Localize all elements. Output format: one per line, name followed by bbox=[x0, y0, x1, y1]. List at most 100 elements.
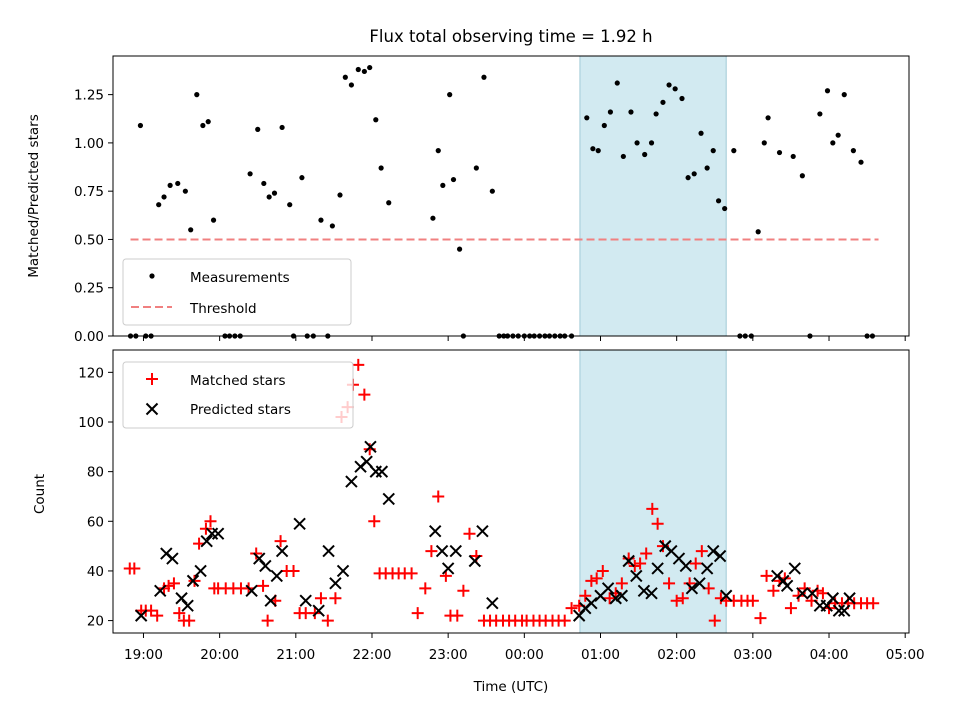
ratio-plot-marks bbox=[127, 64, 879, 339]
bottom-legend-box bbox=[122, 361, 354, 429]
predicted-point bbox=[832, 604, 846, 617]
matched-point bbox=[689, 557, 702, 570]
matched-point bbox=[603, 592, 616, 605]
matched-point bbox=[405, 567, 418, 580]
measurement-point bbox=[287, 202, 293, 208]
x-tick-label: 19:00 bbox=[124, 647, 163, 663]
measurement-point bbox=[261, 180, 267, 187]
predicted-point bbox=[630, 569, 643, 583]
measurement-point bbox=[755, 229, 761, 235]
measurement-point bbox=[450, 176, 457, 183]
measurement-point bbox=[489, 188, 495, 194]
highlight-span-top bbox=[579, 55, 727, 337]
predicted-point bbox=[719, 589, 733, 602]
measurement-point bbox=[653, 111, 659, 117]
predicted-point bbox=[435, 544, 449, 558]
measurement-point bbox=[271, 190, 278, 196]
measurement-point bbox=[161, 194, 167, 200]
matched-point bbox=[590, 572, 603, 585]
y-tick-label: 100 bbox=[78, 415, 104, 431]
predicted-point bbox=[382, 492, 395, 506]
measurement-point bbox=[601, 122, 607, 129]
measurement-point bbox=[386, 200, 392, 206]
predicted-point bbox=[166, 552, 179, 565]
measurement-point bbox=[210, 217, 217, 223]
y-tick-label: 0.50 bbox=[74, 232, 104, 248]
measurement-point bbox=[188, 227, 194, 233]
y-tick-label: 120 bbox=[78, 365, 104, 381]
predicted-point bbox=[651, 562, 664, 575]
measurement-point bbox=[614, 80, 620, 86]
predicted-point bbox=[585, 597, 598, 610]
measurement-point bbox=[620, 153, 626, 160]
measurement-point bbox=[318, 217, 324, 223]
predicted-point bbox=[181, 599, 194, 612]
x-tick-label: 21:00 bbox=[276, 647, 315, 663]
predicted-point bbox=[329, 577, 342, 590]
measurement-point bbox=[378, 165, 384, 171]
predicted-point bbox=[622, 554, 635, 568]
bottom-axis-ticks: 20 40 60 80 100 120 19:00 20:00 21:00 22:00 23:00 0… bbox=[78, 365, 924, 663]
predicted-point bbox=[259, 559, 272, 573]
y-tick-label: 0.75 bbox=[74, 184, 104, 200]
x-tick-label: 22:00 bbox=[353, 647, 392, 663]
matched-point bbox=[670, 594, 683, 607]
measurement-point bbox=[156, 202, 162, 208]
measurement-point bbox=[447, 92, 453, 98]
matched-point bbox=[663, 577, 676, 590]
predicted-point bbox=[486, 597, 499, 610]
y-tick-label: 80 bbox=[87, 465, 104, 481]
predicted-point bbox=[211, 527, 225, 540]
measurement-point bbox=[679, 95, 685, 102]
matched-point bbox=[411, 607, 424, 620]
matched-point bbox=[419, 582, 432, 595]
measurement-point bbox=[595, 148, 601, 154]
matched-point bbox=[314, 592, 327, 605]
measurement-point bbox=[835, 132, 841, 138]
predicted-point bbox=[601, 582, 615, 595]
predicted-point bbox=[299, 594, 312, 607]
measurement-point bbox=[799, 173, 805, 179]
measurement-point bbox=[648, 140, 655, 146]
matched-point bbox=[565, 602, 578, 615]
legend-predicted-marker bbox=[145, 402, 159, 416]
measurement-point bbox=[367, 64, 373, 71]
matched-point bbox=[754, 612, 767, 625]
top-legend: Measurements Threshold bbox=[122, 258, 352, 326]
top-axis-ticks: 0.00 0.25 0.50 0.75 1.00 1.25 bbox=[74, 88, 906, 345]
measurement-point bbox=[776, 149, 783, 156]
y-tick-label: 20 bbox=[87, 614, 104, 630]
measurement-point bbox=[440, 182, 446, 188]
measurement-point bbox=[355, 66, 361, 73]
measurement-point bbox=[666, 82, 672, 88]
predicted-point bbox=[264, 594, 277, 607]
x-tick-label: 23:00 bbox=[429, 647, 468, 663]
matched-point bbox=[784, 602, 797, 615]
measurement-point bbox=[329, 223, 335, 229]
matched-point bbox=[425, 545, 438, 558]
measurement-point bbox=[255, 126, 261, 132]
predicted-point bbox=[796, 587, 809, 600]
legend-threshold-label: Threshold bbox=[189, 301, 257, 317]
matched-point bbox=[204, 515, 217, 528]
measurement-point bbox=[205, 119, 211, 125]
measurement-point bbox=[642, 151, 648, 158]
predicted-point bbox=[707, 544, 720, 558]
matched-point bbox=[257, 579, 270, 592]
measurement-point bbox=[685, 175, 691, 181]
predicted-point bbox=[186, 574, 200, 588]
predicted-point bbox=[826, 592, 840, 605]
matched-point bbox=[579, 589, 592, 602]
matched-point bbox=[634, 557, 647, 570]
matched-point bbox=[615, 577, 628, 590]
measurement-point bbox=[698, 130, 704, 136]
top-axes-frame bbox=[112, 55, 910, 337]
chart-title: Flux total observing time = 1.92 h bbox=[369, 27, 652, 46]
measurement-point bbox=[824, 88, 831, 94]
matched-point bbox=[250, 547, 263, 560]
matched-point bbox=[173, 607, 186, 620]
measurement-point bbox=[481, 74, 487, 80]
predicted-point bbox=[336, 564, 350, 578]
matched-point bbox=[457, 584, 470, 597]
